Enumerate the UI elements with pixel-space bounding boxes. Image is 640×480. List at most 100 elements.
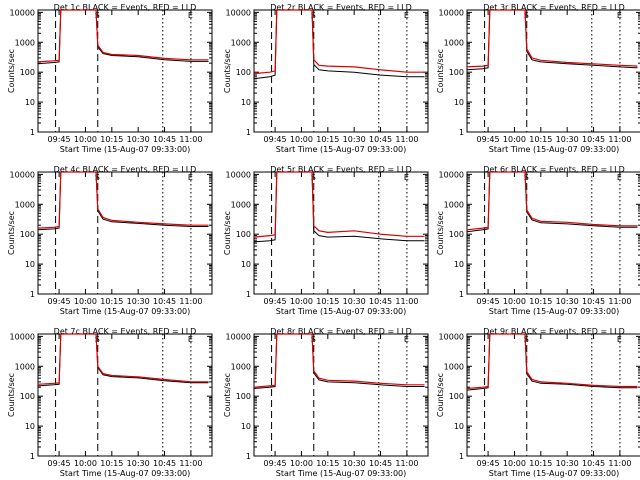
x-axis-label: Start Time (15-Aug-07 09:33:00) [60, 145, 191, 154]
plot-frame [253, 333, 429, 457]
start-marker-label: S [524, 335, 529, 344]
y-axis-label: Counts/sec [7, 211, 16, 255]
x-tick-label: 10:30 [556, 459, 579, 468]
x-tick-label: 09:45 [477, 459, 500, 468]
x-tick-label: 10:30 [343, 459, 366, 468]
x-tick-label: 10:00 [503, 459, 526, 468]
x-tick-label: 11:00 [608, 135, 631, 144]
y-axis-label: Counts/sec [223, 373, 232, 417]
y-tick-label: 10000 [10, 332, 35, 341]
y-axis-label: Counts/sec [223, 211, 232, 255]
x-tick-label: 09:45 [48, 459, 71, 468]
end-marker-label: E [188, 173, 193, 182]
x-tick-label: 09:45 [477, 135, 500, 144]
detector-panel-5: S E 1 10 100 1000 10000 09:45 10:00 10:15 10:30 10:… [223, 165, 429, 316]
detector-panel-3: S E 1 10 100 1000 10000 09:45 10:00 10:15 10:30 10:… [436, 3, 640, 154]
x-tick-label: 10:30 [127, 297, 150, 306]
detector-panel-7: S E 1 10 100 1000 10000 09:45 10:00 10:15 10:30 10:… [7, 327, 213, 478]
events-series-line [37, 333, 209, 387]
x-tick-label: 10:00 [74, 135, 97, 144]
events-series-line [466, 333, 638, 391]
x-tick-label: 11:00 [395, 297, 418, 306]
panel-title: Det 5r BLACK = Events, RED = LLD [270, 165, 412, 174]
y-tick-label: 10000 [439, 332, 464, 341]
x-tick-label: 10:45 [153, 135, 176, 144]
y-tick-label: 10000 [226, 8, 251, 17]
plot-frame [37, 333, 213, 457]
lld-series-line [466, 9, 638, 68]
plot-frame [466, 171, 640, 295]
y-tick-label: 100 [449, 392, 464, 401]
panel-title: Det 7c BLACK = Events, RED = LLD [54, 327, 197, 336]
y-tick-label: 1000 [444, 362, 464, 371]
detector-panel-2: S E 1 10 100 1000 10000 09:45 10:00 10:15 10:30 10:… [223, 3, 429, 154]
y-tick-label: 10 [454, 98, 464, 107]
x-tick-label: 10:30 [343, 297, 366, 306]
end-marker-label: E [617, 173, 622, 182]
y-tick-label: 100 [236, 230, 251, 239]
x-tick-label: 10:15 [100, 459, 123, 468]
lld-series-line [37, 9, 209, 63]
y-tick-label: 10 [25, 98, 35, 107]
x-tick-label: 09:45 [264, 297, 287, 306]
y-tick-label: 1 [459, 128, 464, 137]
x-tick-label: 10:45 [153, 297, 176, 306]
lld-series-line [253, 9, 425, 75]
x-tick-label: 10:45 [582, 297, 605, 306]
panel-title: Det 3r BLACK = Events, RED = LLD [483, 3, 625, 12]
x-tick-label: 10:15 [316, 459, 339, 468]
x-tick-label: 09:45 [477, 297, 500, 306]
y-tick-label: 100 [236, 68, 251, 77]
detector-panel-4: S E 1 10 100 1000 10000 09:45 10:00 10:15 10:30 10:… [7, 165, 213, 316]
panel-title: Det 6r BLACK = Events, RED = LLD [483, 165, 625, 174]
y-tick-label: 100 [449, 68, 464, 77]
y-tick-label: 10 [25, 422, 35, 431]
detector-panel-9: S E 1 10 100 1000 10000 09:45 10:00 10:15 10:30 10:… [436, 327, 640, 478]
lld-series-line [37, 333, 209, 385]
y-axis-label: Counts/sec [436, 211, 445, 255]
plot-frame [253, 9, 429, 133]
y-tick-label: 10000 [10, 8, 35, 17]
x-tick-label: 10:15 [529, 297, 552, 306]
lld-series-line [466, 333, 638, 390]
y-tick-label: 1 [30, 452, 35, 461]
start-marker-label: S [95, 173, 100, 182]
x-axis-label: Start Time (15-Aug-07 09:33:00) [489, 469, 620, 478]
lld-series-line [37, 171, 209, 229]
x-tick-label: 11:00 [179, 135, 202, 144]
x-tick-label: 10:00 [290, 297, 313, 306]
x-tick-label: 10:30 [127, 135, 150, 144]
lld-series-line [253, 171, 425, 238]
y-tick-label: 1 [30, 128, 35, 137]
x-tick-label: 09:45 [48, 297, 71, 306]
plot-frame [37, 171, 213, 295]
end-marker-label: E [617, 11, 622, 20]
x-tick-label: 10:30 [556, 297, 579, 306]
y-tick-label: 10000 [226, 332, 251, 341]
end-marker-label: E [188, 11, 193, 20]
y-tick-label: 1000 [444, 38, 464, 47]
y-tick-label: 10 [25, 260, 35, 269]
lld-series-line [253, 333, 425, 388]
x-tick-label: 11:00 [395, 459, 418, 468]
y-tick-label: 10 [454, 422, 464, 431]
y-tick-label: 100 [20, 392, 35, 401]
x-tick-label: 09:45 [264, 459, 287, 468]
start-marker-label: S [311, 11, 316, 20]
detector-panel-6: S E 1 10 100 1000 10000 09:45 10:00 10:15 10:30 10:… [436, 165, 640, 316]
y-tick-label: 1 [459, 452, 464, 461]
y-tick-label: 1 [246, 128, 251, 137]
x-tick-label: 11:00 [608, 297, 631, 306]
end-marker-label: E [617, 335, 622, 344]
start-marker-label: S [95, 11, 100, 20]
panel-title: Det 8r BLACK = Events, RED = LLD [270, 327, 412, 336]
x-tick-label: 10:45 [582, 135, 605, 144]
x-tick-label: 10:15 [316, 135, 339, 144]
y-tick-label: 1 [246, 290, 251, 299]
y-tick-label: 10 [241, 260, 251, 269]
x-tick-label: 10:15 [529, 459, 552, 468]
x-tick-label: 10:00 [74, 297, 97, 306]
x-tick-label: 10:45 [369, 297, 392, 306]
y-tick-label: 100 [449, 230, 464, 239]
x-tick-label: 10:15 [100, 135, 123, 144]
